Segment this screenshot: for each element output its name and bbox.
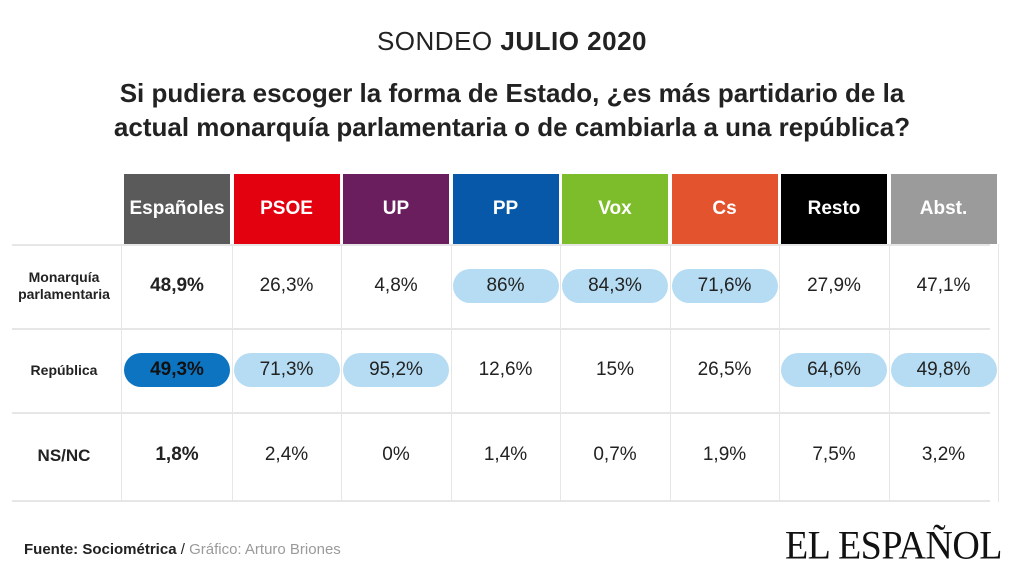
table-cell: 3,2% [921, 444, 966, 465]
row-label: República [30, 361, 98, 378]
column-divider [231, 244, 233, 502]
column-divider [121, 244, 122, 502]
chart-title: Si pudiera escoger la forma de Estado, ¿… [113, 78, 911, 142]
footer-separator: / [176, 541, 190, 558]
table-cell: 12,6% [478, 359, 533, 380]
kicker-date: JULIO 2020 [500, 26, 648, 56]
footer: Fuente: Sociométrica / Gráfico: Arturo B… [24, 541, 341, 558]
table-cell: 1,4% [483, 444, 528, 465]
credit-text: Gráfico: Arturo Briones [189, 541, 341, 558]
table-cell: 0% [382, 444, 410, 465]
column-divider [450, 244, 452, 502]
row-divider [12, 412, 990, 414]
column-divider [888, 244, 890, 502]
column-header: Resto [781, 174, 887, 244]
row-label: NS/NC [37, 445, 91, 465]
column-divider [669, 244, 671, 502]
column-divider [779, 244, 780, 502]
table-cell: 95,2% [343, 353, 449, 387]
column-divider [998, 244, 999, 502]
chart-kicker: SONDEO JULIO 2020 [0, 26, 1024, 57]
table-cell: 27,9% [807, 275, 861, 296]
table-cell: 26,5% [697, 359, 752, 380]
table-cell: 15% [595, 359, 635, 380]
table-cell: 4,8% [374, 275, 418, 296]
chart-header: SONDEO JULIO 2020 [0, 26, 1024, 57]
column-header: Cs [671, 174, 778, 244]
column-header: Españoles [124, 174, 230, 244]
row-divider [12, 328, 990, 330]
kicker-prefix: SONDEO [376, 26, 493, 56]
table-cell: 2,4% [264, 444, 309, 465]
table-cell: 7,5% [812, 444, 856, 465]
table-cell: 48,9% [150, 275, 204, 296]
row-divider [12, 500, 990, 502]
table-cell: 0,7% [593, 444, 637, 465]
column-header: Abst. [890, 174, 997, 244]
source-text: Fuente: Sociométrica [24, 541, 177, 558]
table-cell: 71,3% [233, 353, 340, 387]
column-header: PSOE [233, 174, 340, 244]
table-cell: 84,3% [562, 269, 668, 303]
column-header: Vox [562, 174, 668, 244]
column-divider [341, 244, 342, 502]
table-cell: 1,8% [155, 444, 199, 465]
table-cell: 1,9% [702, 444, 747, 465]
table-cell: 64,6% [781, 353, 887, 387]
el-espanol-logo: EL ESPAÑOL [784, 523, 1003, 569]
table-cell: 47,1% [916, 275, 971, 296]
table-cell: 49,3% [124, 353, 230, 387]
table-cell: 71,6% [671, 269, 778, 303]
table-cell: 86% [452, 269, 559, 303]
column-divider [560, 244, 561, 502]
table-cell: 49,8% [890, 353, 997, 387]
table-cell: 26,3% [259, 275, 314, 296]
row-divider [12, 244, 990, 246]
column-header: UP [343, 174, 449, 244]
row-label: Monarquía parlamentaria [18, 269, 110, 302]
column-header: PP [452, 174, 559, 244]
